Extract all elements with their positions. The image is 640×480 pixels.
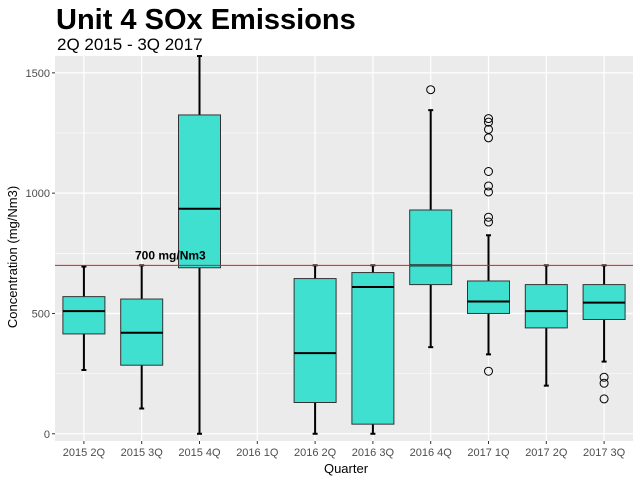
y-tick-label: 1000 xyxy=(26,188,50,200)
grid-minor xyxy=(55,132,633,374)
x-tick-label: 2016 4Q xyxy=(410,447,453,459)
y-axis-ticks: 0 500 1000 1500 xyxy=(26,68,55,441)
boxes xyxy=(62,55,626,435)
box-body xyxy=(351,272,395,425)
y-axis-label: Concentration (mg/Nm3) xyxy=(5,186,20,328)
box-body xyxy=(293,278,337,403)
box-2016-4Q xyxy=(409,85,453,349)
x-tick-label: 2017 2Q xyxy=(525,447,568,459)
x-tick-label: 2016 3Q xyxy=(352,447,395,459)
outlier-point xyxy=(484,114,493,124)
box-2015-2Q xyxy=(62,265,106,372)
chart-subtitle: 2Q 2015 - 3Q 2017 xyxy=(57,35,203,54)
x-axis-label: Quarter xyxy=(324,461,369,476)
outlier-point xyxy=(599,394,609,404)
box-body xyxy=(178,114,221,269)
outlier-point xyxy=(484,212,493,222)
y-tick-label: 500 xyxy=(32,308,50,320)
x-tick-label: 2017 3Q xyxy=(583,447,626,459)
x-tick-label: 2016 2Q xyxy=(294,447,337,459)
box-2015-3Q xyxy=(120,264,164,410)
y-tick-label: 1500 xyxy=(26,68,50,80)
box-body xyxy=(62,296,106,335)
reference-line-label: 700 mg/Nm3 xyxy=(135,248,206,262)
outlier-point xyxy=(484,366,493,376)
x-tick-label: 2015 2Q xyxy=(63,447,106,459)
box-body xyxy=(524,284,568,329)
box-2015-4Q xyxy=(178,55,221,435)
box-2017-2Q xyxy=(524,264,568,387)
box-2017-1Q xyxy=(467,114,510,376)
outlier-point xyxy=(484,187,493,197)
box-body xyxy=(409,209,453,286)
box-2016-3Q xyxy=(351,264,395,435)
outlier-point xyxy=(484,167,493,176)
outlier-point xyxy=(426,85,436,95)
y-tick-label: 0 xyxy=(44,429,50,441)
chart-title: Unit 4 SOx Emissions xyxy=(56,4,356,36)
x-tick-label: 2016 1Q xyxy=(236,447,279,459)
plot-panel xyxy=(55,56,633,441)
box-2016-2Q xyxy=(293,264,337,435)
x-axis-ticks: 2015 2Q 2015 3Q 2015 4Q 2016 1Q 2016 2Q 2016 … xyxy=(63,441,626,459)
x-tick-label: 2015 4Q xyxy=(178,447,221,459)
reference-line-group: 700 mg/Nm3 xyxy=(55,248,633,266)
outlier-point xyxy=(484,181,493,191)
box-body xyxy=(467,280,510,314)
x-tick-label: 2017 1Q xyxy=(467,447,510,459)
outlier-point xyxy=(484,217,493,227)
box-2017-3Q xyxy=(582,264,626,404)
outlier-point xyxy=(599,378,609,388)
outlier-point xyxy=(599,372,609,382)
x-tick-label: 2015 3Q xyxy=(121,447,164,459)
outlier-point xyxy=(484,117,493,127)
outlier-point xyxy=(484,133,493,143)
